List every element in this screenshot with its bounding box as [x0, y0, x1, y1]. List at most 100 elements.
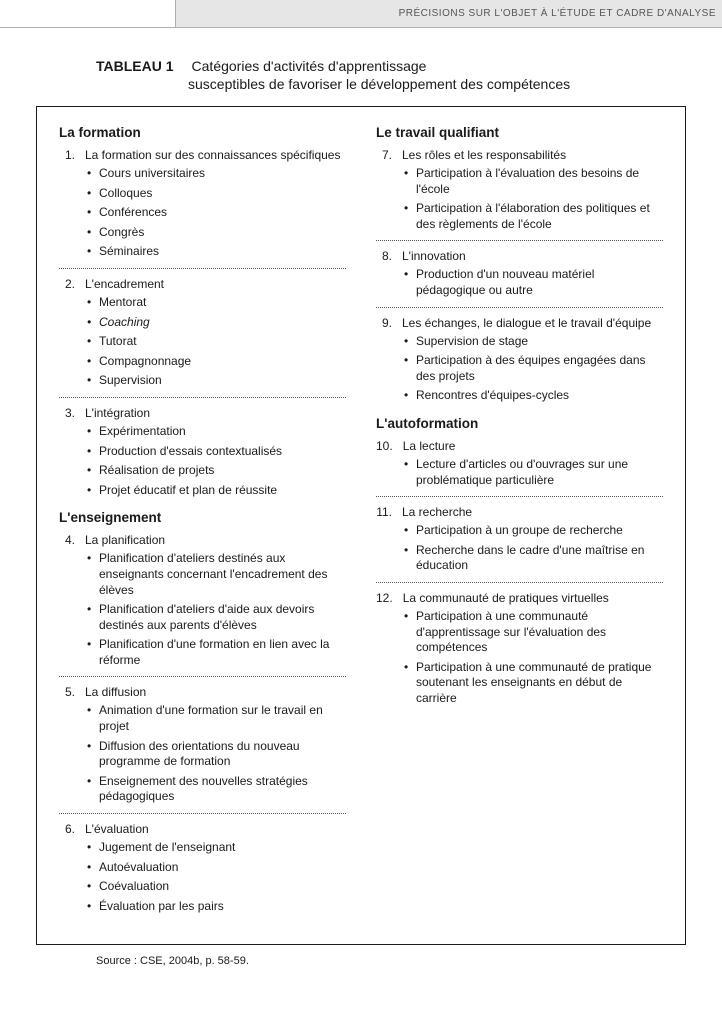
bullet-item: Planification d'ateliers d'aide aux devo… — [87, 602, 346, 633]
numbered-item: 3. L'intégration — [59, 406, 346, 420]
item-number: 1. — [59, 148, 75, 162]
bullet-list: Lecture d'articles ou d'ouvrages sur une… — [376, 457, 663, 488]
bullet-item: Participation à une communauté d'apprent… — [404, 609, 663, 656]
bullet-list: Jugement de l'enseignantAutoévaluationCo… — [59, 840, 346, 914]
dotted-separator — [376, 496, 663, 497]
bullet-item: Participation à l'évaluation des besoins… — [404, 166, 663, 197]
bullet-list: Expérimentation Production d'essais conte… — [59, 424, 346, 498]
bullet-list: Participation à un groupe de rechercheRe… — [376, 523, 663, 574]
numbered-item: 5. La diffusion — [59, 685, 346, 699]
bullet-item: Diffusion des orientations du nouveau pr… — [87, 739, 346, 770]
page-body: TABLEAU 1 Catégories d'activités d'appre… — [0, 28, 722, 991]
section-autoformation: L'autoformation 10.La lectureLecture d'a… — [376, 416, 663, 707]
section-title: Le travail qualifiant — [376, 125, 663, 140]
bullet-item: Colloques — [87, 186, 346, 202]
bullet-item: Participation à des équipes engagées dan… — [404, 353, 663, 384]
bullet-list: Participation à l'évaluation des besoins… — [376, 166, 663, 232]
section-enseignement: L'enseignement 4. La planification Planifi… — [59, 510, 346, 914]
bullet-item: Recherche dans le cadre d'une maîtrise e… — [404, 543, 663, 574]
dotted-separator — [376, 307, 663, 308]
bullet-item: Rencontres d'équipes-cycles — [404, 388, 663, 404]
bullet-item: Lecture d'articles ou d'ouvrages sur une… — [404, 457, 663, 488]
item-number: 5. — [59, 685, 75, 699]
bullet-item: Participation à l'élaboration des politi… — [404, 201, 663, 232]
bullet-item: Congrès — [87, 225, 346, 241]
item-number: 11. — [376, 505, 392, 519]
item-text: La recherche — [402, 505, 663, 519]
dotted-separator — [376, 240, 663, 241]
bullet-item: Production d'un nouveau matériel pédagog… — [404, 267, 663, 298]
bullet-item: Mentorat — [87, 295, 346, 311]
item-text: La formation sur des connaissances spéci… — [85, 148, 346, 162]
item-number: 4. — [59, 533, 75, 547]
item-text: L'intégration — [85, 406, 346, 420]
bullet-item: Animation d'une formation sur le travail… — [87, 703, 346, 734]
bullet-item: Jugement de l'enseignant — [87, 840, 346, 856]
bullet-item: Projet éducatif et plan de réussite — [87, 483, 346, 499]
item-number: 7. — [376, 148, 392, 162]
numbered-item: 8. L'innovation — [376, 249, 663, 263]
bullet-item: Conférences — [87, 205, 346, 221]
numbered-item: 11. La recherche — [376, 505, 663, 519]
table-frame: La formation 1. La formation sur des conn… — [36, 106, 686, 945]
bullet-item: Planification d'ateliers destinés aux en… — [87, 551, 346, 598]
list-group: 7. Les rôles et les responsabilités Partic… — [376, 148, 663, 404]
bullet-item: Supervision de stage — [404, 334, 663, 350]
numbered-item: 7. Les rôles et les responsabilités — [376, 148, 663, 162]
item-number: 6. — [59, 822, 75, 836]
item-text: La diffusion — [85, 685, 346, 699]
section-title: L'enseignement — [59, 510, 346, 525]
bullet-list: Participation à une communauté d'apprent… — [376, 609, 663, 707]
dotted-separator — [376, 582, 663, 583]
table-heading: TABLEAU 1 Catégories d'activités d'appre… — [96, 58, 686, 92]
numbered-item: 1. La formation sur des connaissances spé… — [59, 148, 346, 162]
bullet-item: Séminaires — [87, 244, 346, 260]
item-text: Les rôles et les responsabilités — [402, 148, 663, 162]
item-number: 8. — [376, 249, 392, 263]
table-title: Catégories d'activités d'apprentissage — [192, 58, 427, 74]
bullet-list: MentoratCoachingTutoratCompagnonnageSupe… — [59, 295, 346, 389]
right-column: Le travail qualifiant 7. Les rôles et les… — [376, 125, 663, 926]
item-number: 9. — [376, 316, 392, 330]
numbered-item: 4. La planification — [59, 533, 346, 547]
bullet-item: Autoévaluation — [87, 860, 346, 876]
item-text: L'encadrement — [85, 277, 346, 291]
list-group: 1. La formation sur des connaissances spé… — [59, 148, 346, 498]
dotted-separator — [59, 813, 346, 814]
bullet-item: Évaluation par les pairs — [87, 899, 346, 915]
numbered-item: 12.La communauté de pratiques virtuelles — [376, 591, 663, 605]
bullet-item: Expérimentation — [87, 424, 346, 440]
header-ribbon: PRÉCISIONS SUR L'OBJET À L'ÉTUDE ET CADR… — [0, 0, 722, 28]
numbered-item: 6. L'évaluation — [59, 822, 346, 836]
ribbon-left-blank — [0, 0, 176, 27]
table-label: TABLEAU 1 — [96, 58, 174, 74]
bullet-item: Participation à une communauté de pratiq… — [404, 660, 663, 707]
item-number: 3. — [59, 406, 75, 420]
left-column: La formation 1. La formation sur des conn… — [59, 125, 346, 926]
bullet-list: Animation d'une formation sur le travail… — [59, 703, 346, 805]
dotted-separator — [59, 676, 346, 677]
section-travail-qualifiant: Le travail qualifiant 7. Les rôles et les… — [376, 125, 663, 404]
bullet-item: Supervision — [87, 373, 346, 389]
ribbon-caption: PRÉCISIONS SUR L'OBJET À L'ÉTUDE ET CADR… — [176, 0, 722, 27]
bullet-list: Production d'un nouveau matériel pédagog… — [376, 267, 663, 298]
bullet-item: Coaching — [87, 315, 346, 331]
bullet-item: Cours universitaires — [87, 166, 346, 182]
bullet-item: Production d'essais contextualisés — [87, 444, 346, 460]
item-text: La lecture — [403, 439, 663, 453]
item-number: 12. — [376, 591, 393, 605]
bullet-list: Cours universitaires Colloques Conférences… — [59, 166, 346, 260]
dotted-separator — [59, 268, 346, 269]
item-text: L'innovation — [402, 249, 663, 263]
dotted-separator — [59, 397, 346, 398]
section-title: La formation — [59, 125, 346, 140]
numbered-item: 9.Les échanges, le dialogue et le travai… — [376, 316, 663, 330]
numbered-item: 2.L'encadrement — [59, 277, 346, 291]
item-text: L'évaluation — [85, 822, 346, 836]
list-group: 10.La lectureLecture d'articles ou d'ouv… — [376, 439, 663, 707]
list-group: 4. La planification Planification d'atelie… — [59, 533, 346, 914]
bullet-list: Supervision de stage Participation à des … — [376, 334, 663, 404]
item-text: La planification — [85, 533, 346, 547]
bullet-item: Réalisation de projets — [87, 463, 346, 479]
bullet-item: Compagnonnage — [87, 354, 346, 370]
